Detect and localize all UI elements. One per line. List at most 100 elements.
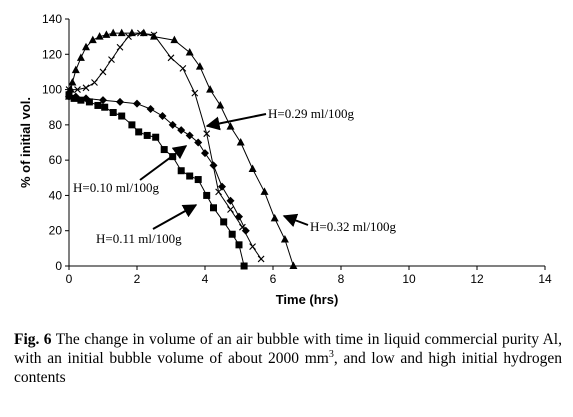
data-point-x <box>191 89 199 97</box>
data-point-square <box>101 103 109 111</box>
data-point-square <box>240 262 248 270</box>
data-point-triangle <box>65 92 73 100</box>
y-tick-label: 40 <box>49 188 63 202</box>
data-point-x <box>108 56 115 63</box>
data-point-square <box>160 146 168 154</box>
data-point-triangle <box>139 28 148 37</box>
data-point-triangle <box>206 85 215 93</box>
x-axis-title: Time (hrs) <box>276 292 339 307</box>
x-tick-label: 6 <box>270 272 277 286</box>
data-point-square <box>135 128 143 136</box>
y-tick-label: 0 <box>55 259 62 273</box>
x-tick-label: 4 <box>202 272 209 286</box>
data-point-x <box>91 79 98 86</box>
data-point-x <box>167 54 175 62</box>
data-point-triangle <box>260 187 269 195</box>
data-point-square <box>152 133 160 141</box>
y-tick-label: 140 <box>42 12 62 26</box>
data-point-diamond <box>146 104 155 113</box>
data-point-square <box>194 176 202 184</box>
data-point-diamond <box>71 92 80 101</box>
series-line-diamond <box>69 96 247 231</box>
data-point-diamond <box>177 126 186 135</box>
y-tick-label: 20 <box>49 224 63 238</box>
data-point-x <box>82 84 90 92</box>
data-point-square <box>177 167 185 175</box>
data-point-square <box>220 218 228 226</box>
x-tick-label: 10 <box>402 272 416 286</box>
data-point-triangle <box>226 122 235 130</box>
data-point-triangle <box>195 62 204 70</box>
data-point-x <box>257 255 265 263</box>
data-point-square <box>143 131 151 139</box>
y-tick-label: 120 <box>42 47 62 61</box>
data-point-triangle <box>280 235 289 243</box>
data-point-square <box>77 96 85 104</box>
x-tick-label: 2 <box>134 272 141 286</box>
caption-superscript: 3 <box>328 348 334 360</box>
data-point-x <box>116 43 124 51</box>
data-point-triangle <box>117 28 126 37</box>
data-point-triangle <box>270 213 279 222</box>
data-point-x <box>179 65 187 72</box>
data-point-diamond <box>226 196 235 205</box>
data-point-diamond <box>158 112 167 121</box>
data-point-triangle <box>109 28 118 37</box>
data-point-triangle <box>76 53 85 61</box>
data-point-triangle <box>82 42 90 51</box>
annotation-label: H=0.10 ml/100g <box>73 180 160 195</box>
data-point-triangle <box>88 35 97 44</box>
data-point-triangle <box>185 48 194 56</box>
data-point-x <box>239 223 246 231</box>
data-point-triangle <box>95 32 104 40</box>
data-point-triangle <box>68 78 77 86</box>
series-line-x <box>69 32 262 260</box>
data-point-diamond <box>185 131 194 140</box>
data-point-square <box>128 121 136 129</box>
annotation-arrow <box>152 204 198 230</box>
data-point-triangle <box>71 65 80 74</box>
x-tick-label: 0 <box>66 272 73 286</box>
x-tick-label: 12 <box>470 272 484 286</box>
data-point-square <box>235 241 243 249</box>
caption-text: The change in volume of an air bubble wi… <box>14 331 562 367</box>
data-point-x <box>74 86 81 93</box>
data-point-diamond <box>201 149 209 158</box>
data-point-triangle <box>289 261 298 269</box>
annotation-label: H=0.11 ml/100g <box>96 231 182 246</box>
data-point-square <box>109 109 117 117</box>
data-point-square <box>228 230 236 238</box>
y-tick-label: 100 <box>42 83 62 97</box>
data-point-diamond <box>82 94 90 103</box>
y-tick-label: 80 <box>49 118 63 132</box>
data-point-triangle <box>102 30 111 38</box>
figure-caption: Fig. 6 The change in volume of an air bu… <box>14 330 562 387</box>
data-point-x <box>215 188 222 196</box>
data-point-triangle <box>150 32 158 40</box>
data-point-x <box>227 206 234 213</box>
data-point-square <box>85 98 93 106</box>
data-point-diamond <box>218 182 226 191</box>
data-point-diamond <box>194 138 203 147</box>
data-point-x <box>249 243 256 250</box>
data-point-diamond <box>99 96 107 105</box>
caption-figure-label: Fig. 6 <box>14 331 52 348</box>
data-point-triangle <box>248 164 257 172</box>
data-point-triangle <box>216 100 225 109</box>
data-point-square <box>186 172 194 180</box>
data-point-square <box>203 191 211 199</box>
data-point-diamond <box>133 99 141 108</box>
y-tick-label: 60 <box>49 153 63 167</box>
annotation-arrow <box>205 113 267 131</box>
x-tick-label: 8 <box>338 272 345 286</box>
annotation-arrow <box>139 145 188 181</box>
caption-text-end: , and low and high initial hydrogen cont… <box>14 350 562 386</box>
annotation-label: H=0.32 ml/100g <box>310 219 397 234</box>
data-point-diamond <box>235 212 243 221</box>
chart: 0 20 40 60 80 100 120 140 0 2 4 6 8 10 12 14 Time (hrs)%… <box>18 12 552 307</box>
data-point-triangle <box>127 28 136 37</box>
data-point-square <box>210 204 217 212</box>
data-point-diamond <box>168 120 177 129</box>
y-axis-title: % of initial vol. <box>18 97 33 188</box>
data-point-triangle <box>236 138 245 146</box>
